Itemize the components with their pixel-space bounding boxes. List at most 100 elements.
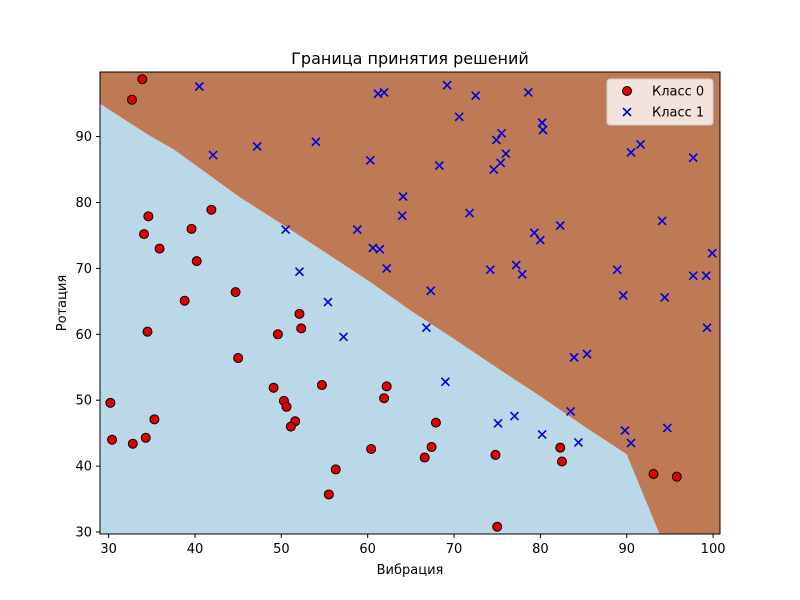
class-1-point <box>434 161 444 171</box>
class-1-point <box>688 153 698 163</box>
class-0-point <box>281 401 292 412</box>
y-tick-label: 70 <box>75 262 92 277</box>
class-0-point <box>105 397 116 408</box>
class-0-point <box>154 243 165 254</box>
class-1-point <box>398 191 408 202</box>
class-0-point <box>149 414 160 425</box>
y-tick-label: 60 <box>75 328 92 343</box>
class-1-point <box>252 141 262 152</box>
class-1-region <box>100 72 720 534</box>
x-axis: 30 40 50 60 70 80 90 100 <box>100 534 726 557</box>
class-0-point <box>139 229 150 240</box>
class-1-point <box>517 269 527 279</box>
class-0-point <box>140 432 151 443</box>
class-1-point <box>294 267 305 277</box>
class-1-point <box>569 352 579 362</box>
class-0-point <box>379 393 390 404</box>
x-tick-label: 30 <box>100 542 117 557</box>
class-1-point <box>365 155 375 165</box>
class-0-point <box>143 211 154 222</box>
legend-class-1-label: Класс 1 <box>652 106 704 121</box>
x-tick-label: 40 <box>187 542 204 557</box>
class-1-point <box>421 323 431 333</box>
legend-class-0-marker <box>622 86 632 96</box>
class-1-point <box>465 208 475 218</box>
class-0-point <box>671 471 682 482</box>
class-0-point <box>366 443 377 454</box>
class-1-point <box>496 128 507 138</box>
class-1-point <box>582 349 592 359</box>
class-0-point <box>492 521 503 532</box>
class-1-point <box>688 271 698 281</box>
x-tick-label: 60 <box>359 542 376 557</box>
class-0-point <box>648 469 659 480</box>
class-1-point <box>442 80 452 90</box>
class-1-point <box>471 91 481 101</box>
legend-class-1-x-glyph <box>622 107 632 117</box>
class-0-point <box>191 256 202 267</box>
class-0-point <box>419 452 430 463</box>
class-0-point <box>206 204 217 215</box>
class-0-point <box>381 381 392 392</box>
class-1-point <box>660 292 670 302</box>
class-0-point <box>296 323 307 334</box>
class-0-point <box>272 329 283 340</box>
y-tick-label: 30 <box>75 526 92 541</box>
legend-class-1-marker <box>622 107 632 117</box>
class-1-point <box>426 286 436 296</box>
class-1-point <box>281 224 291 235</box>
class-1-point <box>626 438 636 448</box>
class-1-point <box>323 297 333 307</box>
class-1-point <box>379 87 389 97</box>
class-1-point <box>529 228 539 238</box>
class-0-point <box>555 442 566 453</box>
x-tick-label: 70 <box>446 542 463 557</box>
class-1-point <box>662 423 672 433</box>
class-1-point <box>493 418 503 428</box>
class-1-point <box>535 235 545 245</box>
class-1-point <box>566 406 576 416</box>
class-1-point <box>501 149 511 159</box>
class-0-point <box>142 326 153 337</box>
class-1-point <box>375 244 385 254</box>
class-1-point <box>311 137 321 147</box>
x-axis-label: Вибрация <box>377 563 444 578</box>
class-1-point <box>555 220 565 231</box>
class-1-point <box>496 158 506 168</box>
legend-class-0-label: Класс 0 <box>652 85 704 100</box>
y-tick-label: 40 <box>75 460 92 475</box>
class-1-point <box>440 377 450 387</box>
class-1-point <box>489 164 499 175</box>
class-1-point <box>537 429 547 440</box>
class-1-point <box>509 411 520 421</box>
class-1-point <box>352 224 362 235</box>
class-1-point <box>491 135 501 145</box>
class-1-point <box>454 112 464 122</box>
class-1-point <box>702 323 712 333</box>
class-0-point <box>268 382 279 393</box>
class-0-point <box>426 442 437 453</box>
class-1-point <box>485 265 495 275</box>
plot-frame <box>99 71 721 535</box>
class-1-point <box>573 437 583 447</box>
class-0-point <box>490 449 501 460</box>
class-1-point <box>701 271 711 281</box>
class-0-point <box>430 417 441 428</box>
y-axis-label: Ротация <box>55 275 70 331</box>
class-1-point <box>537 118 547 128</box>
class-1-point <box>626 147 636 157</box>
x-tick-label: 50 <box>273 542 290 557</box>
class-0-point <box>107 434 118 445</box>
y-tick-label: 80 <box>75 196 92 211</box>
class-1-point <box>612 265 622 275</box>
class-1-point <box>382 263 392 273</box>
y-axis: 30 40 50 60 70 80 90 <box>75 130 100 541</box>
class-0-point <box>316 380 327 391</box>
class-1-point <box>635 139 646 150</box>
legend: Класс 0 Класс 1 <box>606 78 714 126</box>
class-1-point <box>707 248 717 258</box>
markers <box>105 74 717 532</box>
class-1-point <box>523 87 533 97</box>
class-0-point <box>233 353 244 364</box>
